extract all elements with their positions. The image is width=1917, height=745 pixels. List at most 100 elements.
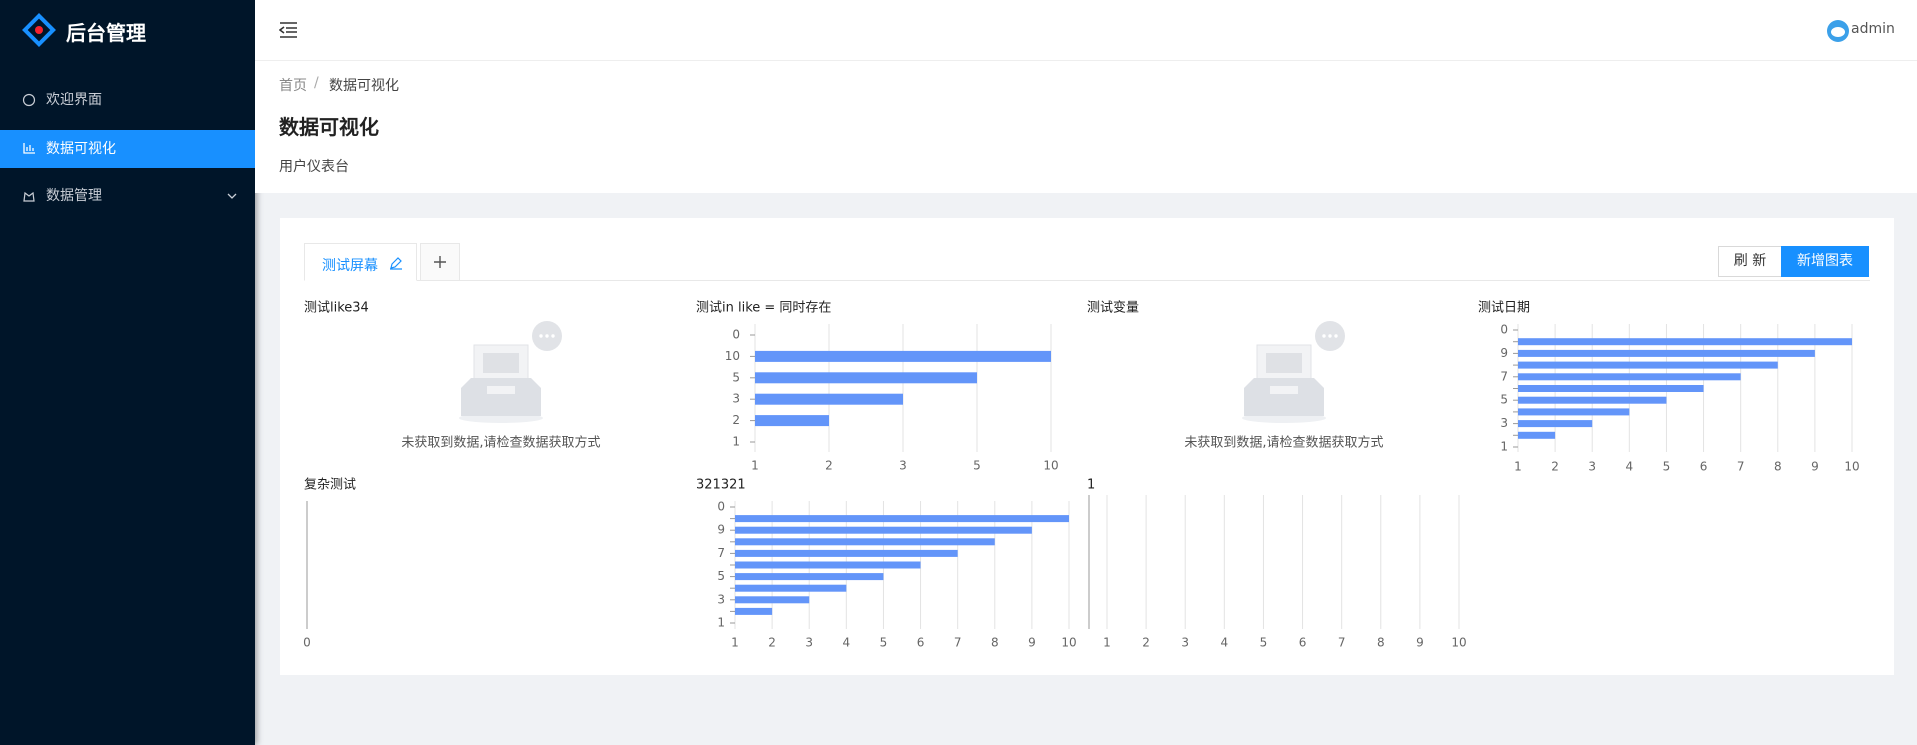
x-tick-label: 7 [954, 636, 962, 650]
x-tick-label: 1 [1103, 636, 1111, 650]
bar [735, 596, 810, 604]
chart-title: 测试变量 [1087, 300, 1139, 316]
x-tick-label: 9 [1811, 460, 1819, 474]
breadcrumb-link[interactable]: 首页 [279, 78, 307, 94]
x-tick-label: 9 [1028, 636, 1036, 650]
icon-dot [545, 334, 549, 338]
bar [1518, 361, 1778, 369]
y-tick-label: 1 [732, 435, 740, 449]
empty-message: 未获取到数据,请检查数据获取方式 [1184, 435, 1383, 451]
user-name[interactable]: admin [1851, 21, 1895, 37]
x-tick-label: 1 [731, 636, 739, 650]
x-tick-label: 5 [1260, 636, 1268, 650]
x-tick-label: 7 [1338, 636, 1346, 650]
chart-title: 复杂测试 [304, 478, 356, 493]
x-tick-label: 2 [1551, 460, 1559, 474]
x-tick-label: 8 [991, 636, 999, 650]
x-tick-label: 3 [899, 459, 907, 473]
icon-tray [461, 378, 541, 416]
x-tick-label: 5 [880, 636, 888, 650]
bar [1518, 373, 1741, 381]
x-tick-label: 4 [1626, 460, 1634, 474]
bar [755, 415, 829, 427]
tab-label: 测试屏幕 [322, 258, 378, 274]
bar [1518, 420, 1593, 428]
x-tick-label: 5 [1663, 460, 1671, 474]
bar [735, 549, 958, 557]
icon-dot [1328, 334, 1332, 338]
menu-item[interactable]: 数据管理 [0, 177, 255, 215]
x-tick-label: 4 [843, 636, 851, 650]
icon-paper-block [483, 353, 519, 373]
x-tick-label: 3 [1588, 460, 1596, 474]
y-tick-label: 1 [1500, 440, 1508, 454]
bar [735, 573, 884, 581]
add-tab[interactable] [420, 243, 460, 281]
x-tick-label: 2 [825, 459, 833, 473]
y-tick-label: 1 [717, 616, 725, 630]
x-tick-label: 4 [1221, 636, 1229, 650]
icon-tray-slot [487, 386, 515, 394]
chart-title: 测试日期 [1478, 301, 1530, 316]
chart-title: 测试like34 [304, 301, 369, 316]
y-tick-label: 5 [717, 569, 725, 583]
bar [735, 515, 1069, 523]
y-tick-label: 10 [725, 349, 740, 363]
x-tick-label: 10 [1451, 636, 1466, 650]
menu-item[interactable]: 欢迎界面 [0, 81, 255, 119]
tab[interactable]: 测试屏幕 [304, 243, 417, 281]
x-tick-label: 5 [973, 459, 981, 473]
x-tick-label: 8 [1377, 636, 1385, 650]
breadcrumb-separator: / [314, 75, 319, 91]
y-tick-label: 2 [732, 413, 740, 427]
icon-tray-slot [1270, 386, 1298, 394]
x-tick-label: 10 [1043, 459, 1058, 473]
bar [755, 350, 1051, 362]
sidebar: 后台管理 欢迎界面 数据可视化 数据管理 [0, 0, 255, 745]
y-tick-label: 7 [1500, 369, 1508, 383]
button-label: 新增图表 [1797, 253, 1853, 269]
page-subtitle: 用户仪表台 [279, 159, 349, 175]
y-tick-label: 0 [717, 500, 725, 514]
empty-icon [459, 321, 562, 423]
dashboard-card: 测试屏幕 刷 新 新增图表 [280, 218, 1894, 675]
bar [1518, 338, 1852, 346]
tab-bar-line [304, 280, 1870, 281]
avatar[interactable] [1826, 19, 1850, 43]
y-tick-label: 9 [1500, 346, 1508, 360]
header: admin [255, 0, 1917, 61]
add-chart-button[interactable]: 新增图表 [1781, 246, 1869, 277]
x-tick-label: 9 [1416, 636, 1424, 650]
y-tick-label: 3 [1500, 416, 1508, 430]
empty-message: 未获取到数据,请检查数据获取方式 [401, 435, 600, 451]
x-tick-label: 10 [1061, 636, 1076, 650]
edit-icon[interactable] [389, 256, 403, 270]
x-tick-label: 2 [768, 636, 776, 650]
fold-button[interactable] [279, 21, 299, 39]
icon-paper-block [1266, 353, 1302, 373]
chevron [227, 193, 237, 199]
x-tick-label: 8 [1774, 460, 1782, 474]
icon-dot [1334, 334, 1338, 338]
bar [1518, 396, 1667, 404]
button-label: 刷 新 [1733, 253, 1767, 269]
chart-title: 321321 [696, 478, 746, 493]
x-tick-label: 6 [1299, 636, 1307, 650]
y-tick-label: 5 [732, 370, 740, 384]
x-tick-label: 0 [303, 636, 311, 650]
chart-title: 1 [1087, 478, 1095, 493]
bar [735, 526, 1032, 534]
logo-text: 后台管理 [66, 21, 146, 45]
x-tick-label: 3 [1181, 636, 1189, 650]
x-tick-label: 10 [1844, 460, 1859, 474]
icon-tray [1244, 378, 1324, 416]
bar [755, 393, 903, 405]
menu-label: 数据可视化 [46, 141, 116, 157]
empty-icon [1242, 321, 1345, 423]
icon-dot [551, 334, 555, 338]
y-tick-label: 0 [1500, 323, 1508, 337]
menu-item[interactable]: 数据可视化 [0, 130, 255, 168]
bar [735, 561, 921, 569]
